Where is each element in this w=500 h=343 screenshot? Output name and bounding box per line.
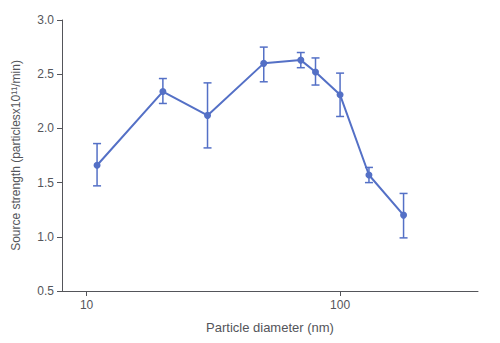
svg-text:1.5: 1.5	[37, 176, 54, 190]
svg-text:2.0: 2.0	[37, 121, 54, 135]
svg-text:2.5: 2.5	[37, 67, 54, 81]
svg-text:3.0: 3.0	[37, 13, 54, 27]
svg-text:0.5: 0.5	[37, 284, 54, 298]
svg-text:10: 10	[80, 298, 94, 312]
svg-text:1.0: 1.0	[37, 230, 54, 244]
svg-text:Particle diameter (nm): Particle diameter (nm)	[206, 320, 334, 335]
svg-text:100: 100	[330, 298, 350, 312]
svg-text:Source strength (particlesx10¹: Source strength (particlesx10¹¹/min)	[9, 60, 23, 251]
